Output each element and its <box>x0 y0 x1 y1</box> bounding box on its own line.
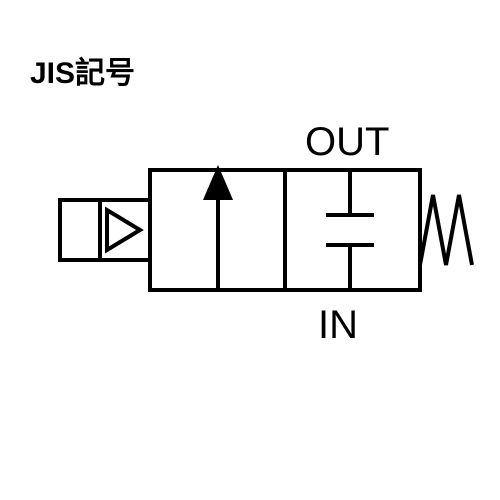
pilot-triangle-icon <box>107 210 140 250</box>
flow-arrow-head <box>206 170 230 198</box>
port-label-out: OUT <box>305 120 389 164</box>
diagram-title: JIS記号 <box>30 48 135 92</box>
return-spring-icon <box>420 195 472 265</box>
port-label-in: IN <box>318 303 358 347</box>
